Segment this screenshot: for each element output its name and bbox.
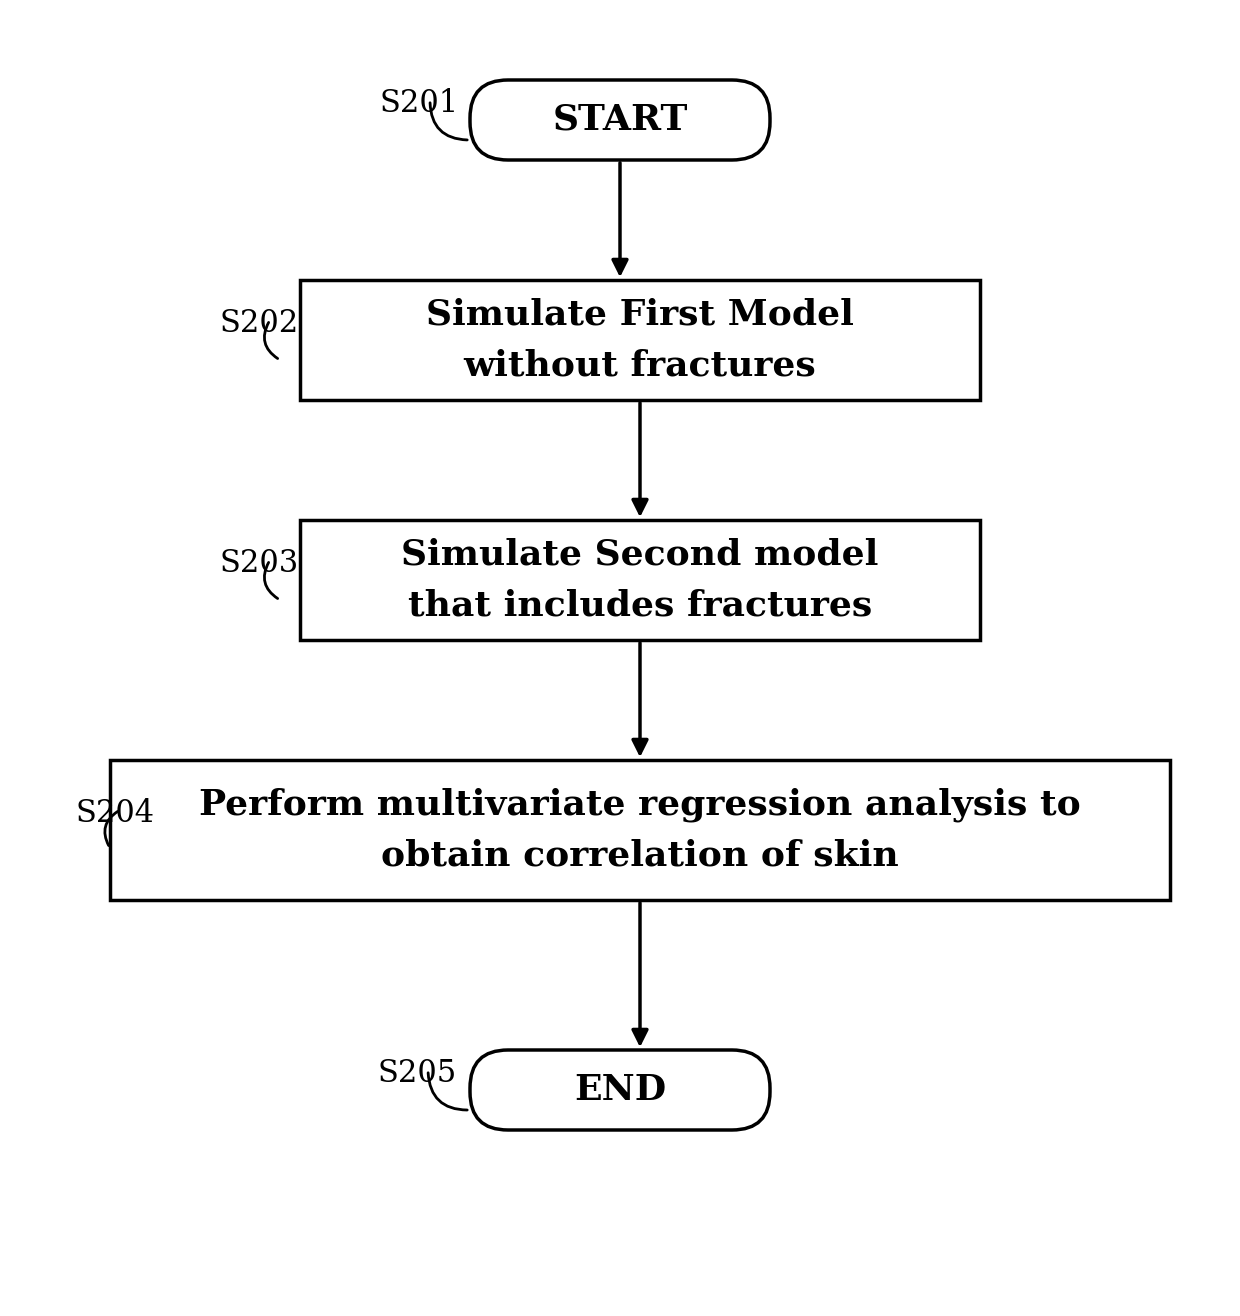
Text: Perform multivariate regression analysis to
obtain correlation of skin: Perform multivariate regression analysis… (200, 788, 1081, 873)
Text: S202: S202 (219, 308, 299, 340)
Text: Simulate First Model
without fractures: Simulate First Model without fractures (427, 297, 854, 382)
Bar (300, 520, 980, 640)
Bar (110, 761, 1171, 900)
Text: START: START (552, 103, 688, 137)
Text: S205: S205 (378, 1058, 458, 1090)
FancyBboxPatch shape (470, 1050, 770, 1130)
Text: END: END (574, 1073, 666, 1107)
Bar (300, 280, 980, 400)
Text: S204: S204 (74, 797, 154, 829)
Text: S201: S201 (379, 88, 459, 118)
Text: S203: S203 (219, 547, 299, 579)
FancyBboxPatch shape (470, 80, 770, 161)
Text: Simulate Second model
that includes fractures: Simulate Second model that includes frac… (402, 538, 879, 622)
